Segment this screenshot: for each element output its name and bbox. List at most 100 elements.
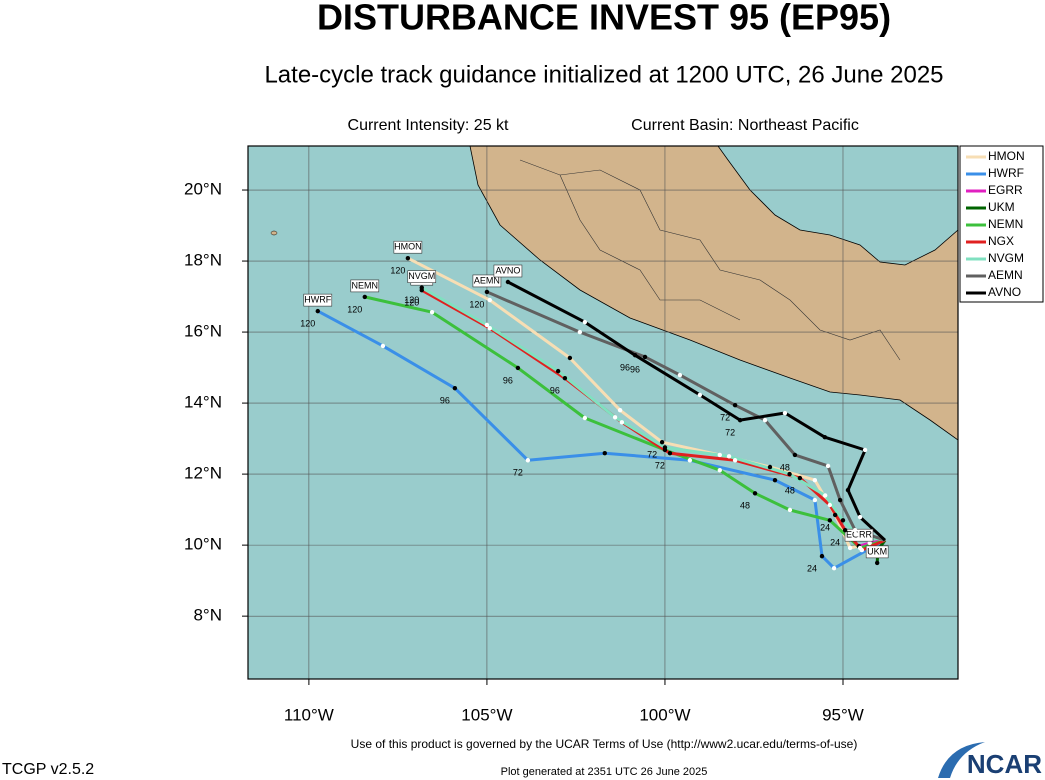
point-label: 24 <box>820 522 830 532</box>
track-point <box>792 452 798 458</box>
track-point <box>857 514 863 520</box>
track-point <box>617 407 623 413</box>
track-point <box>837 497 843 503</box>
point-label: 72 <box>513 468 523 478</box>
track-point <box>487 325 492 331</box>
track-name-box <box>493 264 523 278</box>
subtitle: Late-cycle track guidance initialized at… <box>264 61 943 88</box>
track-point <box>797 475 803 481</box>
point-label: 120 <box>390 266 405 276</box>
track-point <box>602 450 607 456</box>
track-point <box>315 308 320 314</box>
track-name-box <box>350 279 380 293</box>
track-point <box>452 385 458 391</box>
track-name-tag: AEMN <box>474 275 500 285</box>
track-point <box>767 464 773 470</box>
terms: Use of this product is governed by the U… <box>351 737 858 751</box>
point-label: 120 <box>347 304 362 314</box>
land-layer <box>270 146 958 441</box>
track-point <box>515 365 521 371</box>
point-label: 48 <box>785 485 795 495</box>
point-label: 96 <box>550 386 560 396</box>
track-point <box>582 319 588 325</box>
point-label: 96 <box>630 364 640 374</box>
track-name-tag: NEMN <box>352 280 379 290</box>
track-point <box>762 417 768 423</box>
legend-label: AEMN <box>988 268 1023 282</box>
track-point <box>429 309 435 315</box>
legend-label: AVNO <box>988 285 1021 299</box>
version: TCGP v2.5.2 <box>2 761 94 778</box>
track-point <box>505 279 511 285</box>
track-point <box>827 518 833 523</box>
point-label: 24 <box>830 538 840 548</box>
x-tick-label: 110°W <box>284 705 334 724</box>
track-name-tag: AVNO <box>496 265 521 275</box>
track-point <box>717 468 722 473</box>
track-point <box>819 553 825 559</box>
y-tick-label: 12°N <box>184 464 222 483</box>
point-label: 120 <box>469 299 484 309</box>
point-label: 72 <box>720 413 730 423</box>
track-point <box>380 343 386 349</box>
point-label: 72 <box>655 461 665 471</box>
legend-label: EGRR <box>988 183 1023 197</box>
title: DISTURBANCE INVEST 95 (EP95) <box>317 0 891 38</box>
track-point <box>874 560 880 566</box>
point-label: 96 <box>440 396 450 406</box>
x-tick-label: 105°W <box>461 705 512 724</box>
track-point <box>582 415 588 421</box>
track-name-box <box>472 274 502 288</box>
track-point <box>732 403 738 408</box>
track-point <box>852 528 858 533</box>
track-point <box>567 355 573 361</box>
point-label: 96 <box>503 375 513 385</box>
track-name-tag: UKM <box>867 546 887 556</box>
track-point <box>832 512 838 518</box>
track-point <box>862 447 868 453</box>
y-tick-label: 14°N <box>184 393 222 412</box>
track-point <box>484 289 490 295</box>
track-point <box>840 518 846 523</box>
track-point <box>867 540 872 546</box>
track-point <box>525 458 531 463</box>
y-tick-label: 8°N <box>193 606 222 625</box>
track-point <box>822 434 828 440</box>
legend-label: NVGM <box>988 251 1024 265</box>
track-point <box>555 368 561 374</box>
track-point <box>484 322 490 328</box>
track-point <box>632 352 638 358</box>
point-label: 120 <box>404 295 419 305</box>
point-label: 72 <box>647 450 657 460</box>
land <box>469 146 958 441</box>
point-label: 96 <box>620 363 630 373</box>
track-point <box>717 452 722 458</box>
track-name-tag: HWRF <box>304 294 331 304</box>
tracks: 2472120HMON247296120HWRFEGRRUKM4896120NE… <box>300 240 889 574</box>
track-point <box>831 566 837 571</box>
track-name-tag: NVGM <box>408 271 435 281</box>
y-tick-label: 10°N <box>184 535 222 554</box>
island <box>270 230 278 236</box>
track-point <box>405 256 411 261</box>
legend-label: HMON <box>988 149 1025 163</box>
state-borders <box>519 159 901 361</box>
point-label: 120 <box>300 318 315 328</box>
track-name-box <box>303 293 333 307</box>
x-tick-label: 95°W <box>822 705 864 724</box>
track-point <box>577 329 583 335</box>
track-point <box>812 477 818 483</box>
track-point <box>842 528 848 533</box>
track-name-box <box>393 240 423 254</box>
track-name-tag: HMON <box>394 242 422 252</box>
track-point <box>822 493 828 498</box>
track-point <box>662 445 668 450</box>
track-point <box>825 463 831 469</box>
track-point <box>859 547 865 553</box>
track-point <box>659 439 665 445</box>
track-point <box>752 491 758 496</box>
track-name-box <box>407 270 437 283</box>
track-point <box>732 458 738 463</box>
track-point <box>787 507 793 513</box>
